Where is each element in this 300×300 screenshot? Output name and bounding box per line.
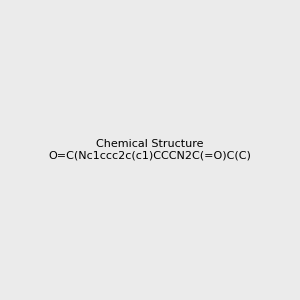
Text: Chemical Structure
O=C(Nc1ccc2c(c1)CCCN2C(=O)C(C): Chemical Structure O=C(Nc1ccc2c(c1)CCCN2… bbox=[49, 139, 251, 161]
